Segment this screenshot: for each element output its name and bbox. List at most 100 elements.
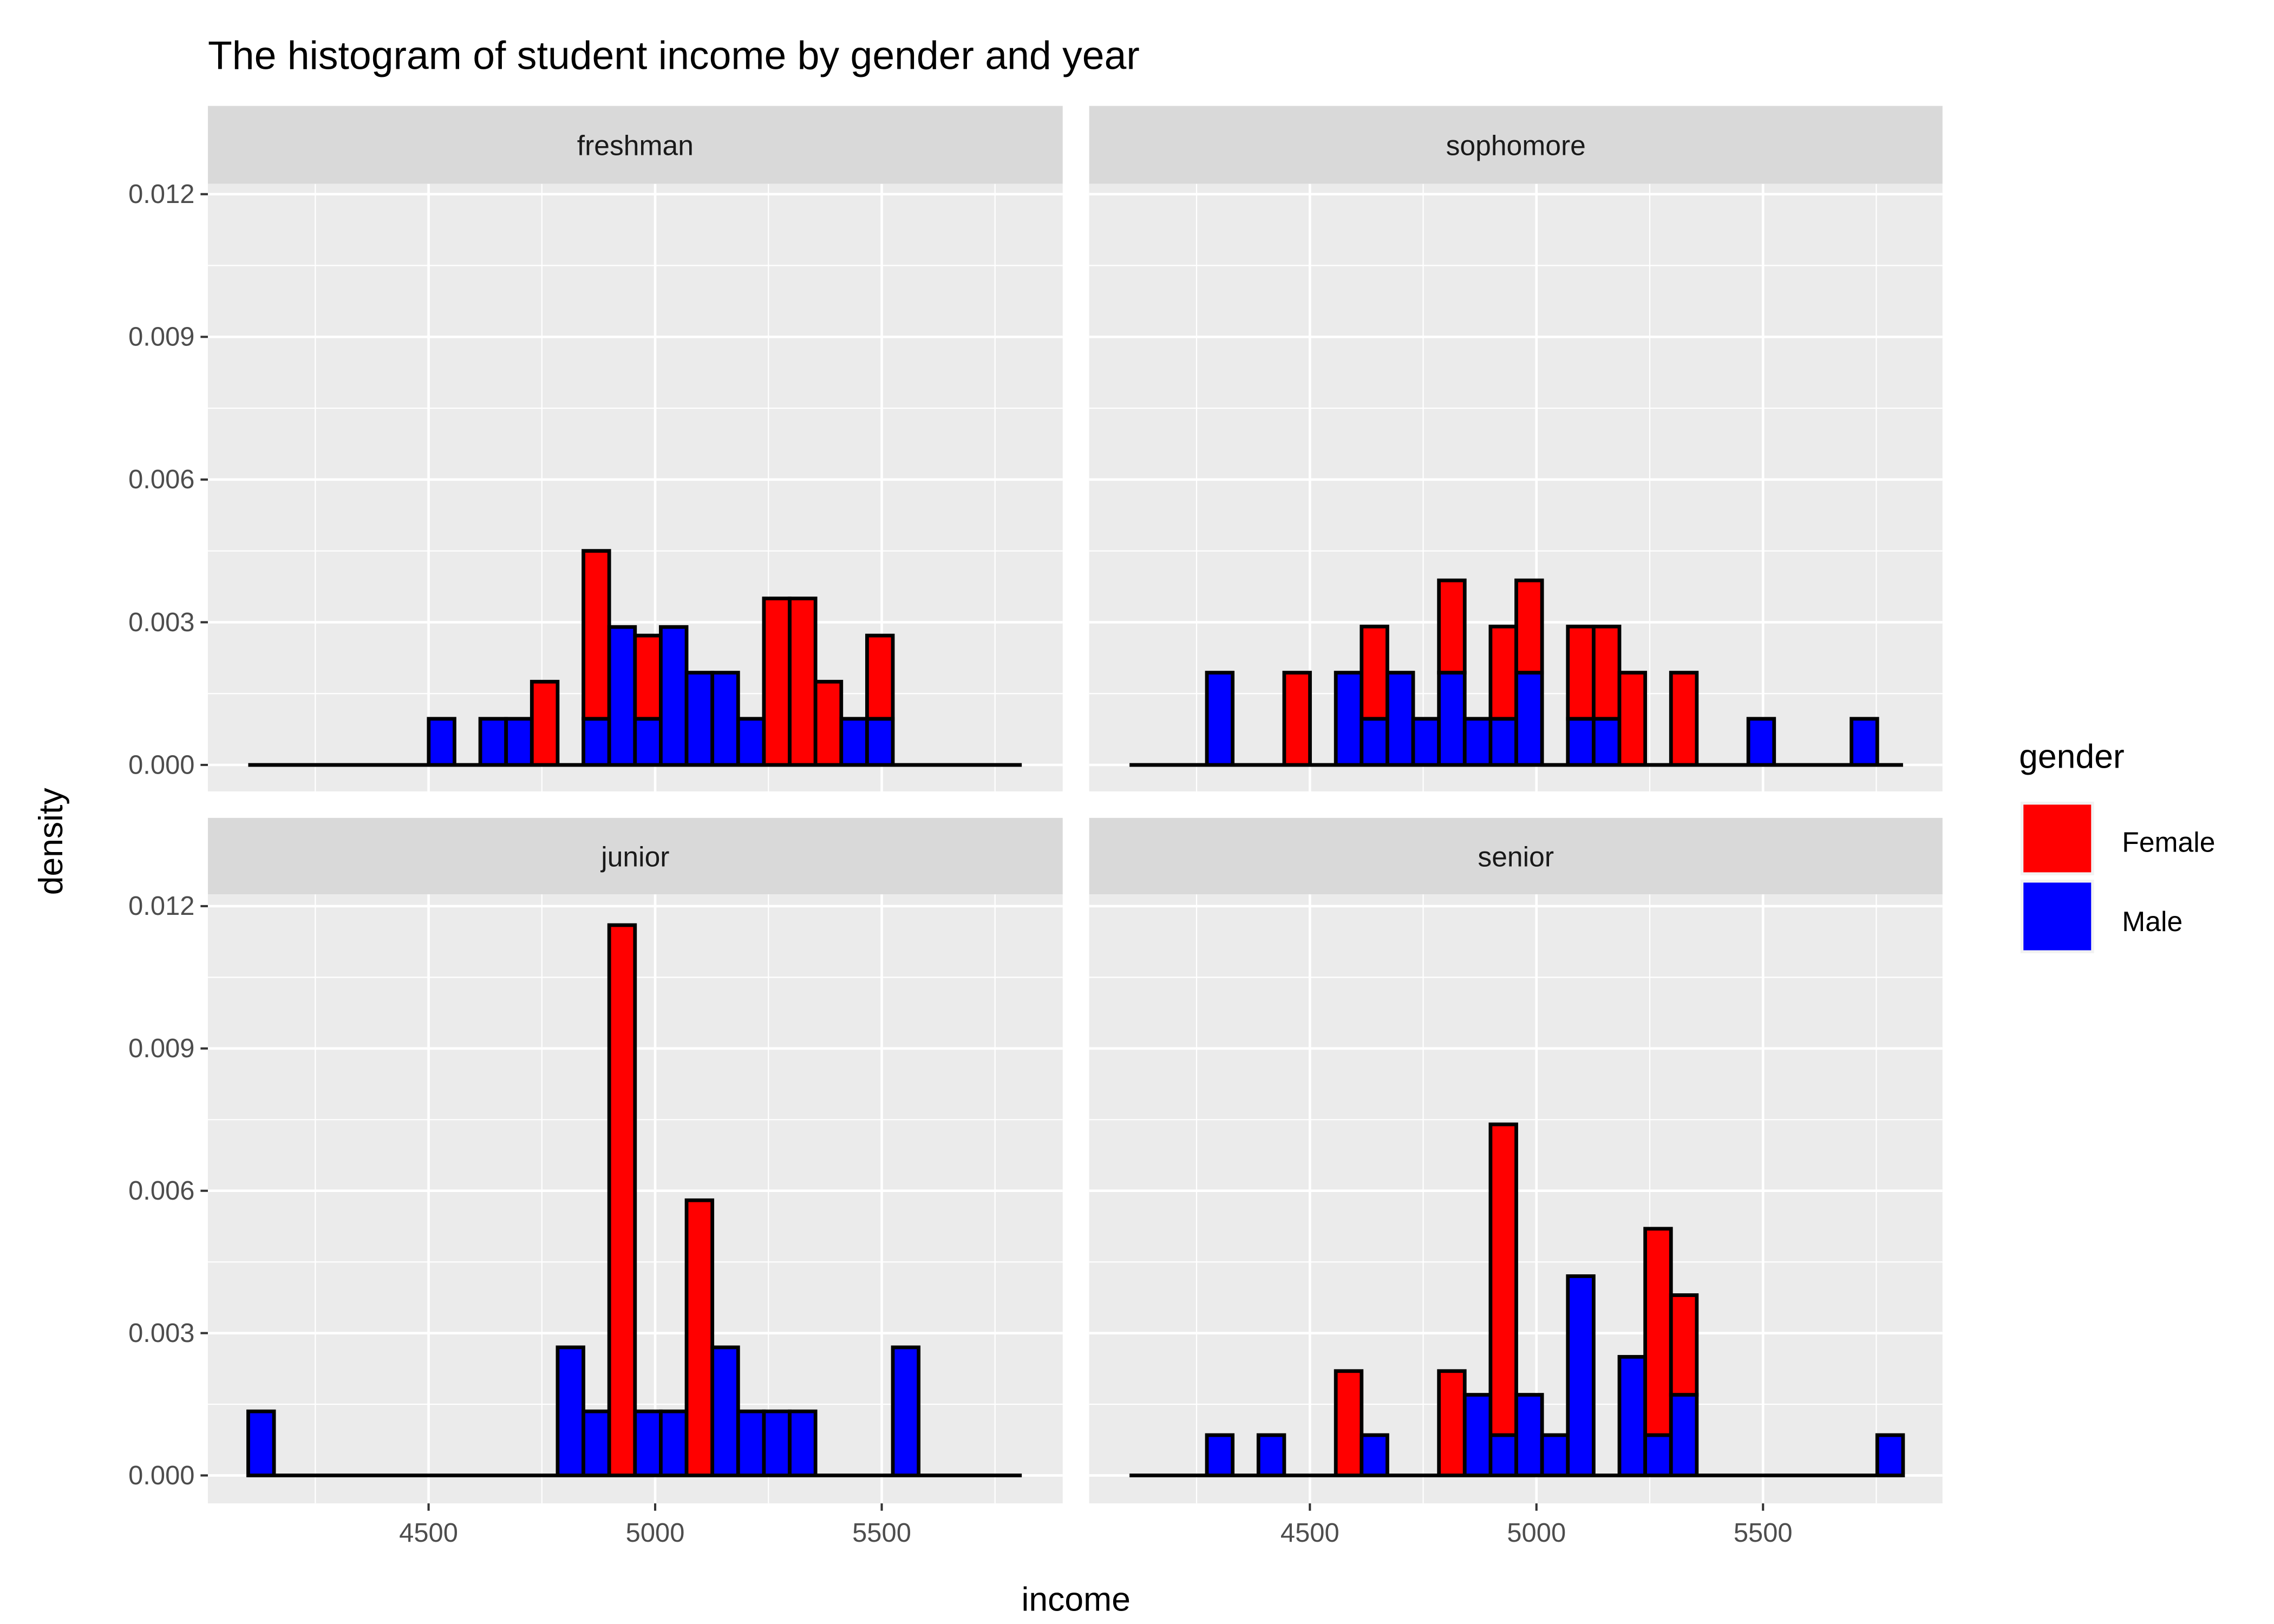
y-tick-label: 0.009	[128, 323, 194, 352]
y-tick-label: 0.000	[128, 1461, 194, 1490]
bar-female	[1643, 1227, 1673, 1437]
bar-female	[1437, 578, 1467, 675]
bar-female	[530, 679, 560, 767]
x-tick-label: 5000	[626, 1518, 685, 1548]
bar-male	[1591, 717, 1622, 767]
x-tick-label: 5500	[1734, 1518, 1793, 1548]
bar-male	[684, 671, 715, 767]
bar-female	[1669, 1293, 1699, 1397]
bar-male	[1488, 1433, 1518, 1477]
bar-female	[1334, 1369, 1364, 1477]
bar-male	[710, 671, 740, 767]
bar-male	[839, 717, 869, 767]
facet-panel-freshman: freshman 0.000 0.003 0.006 0.009 0.012	[128, 106, 1063, 791]
facet-panel-sophomore: sophomore	[1089, 106, 1943, 791]
bar-male	[427, 717, 456, 767]
bar-male	[1643, 1433, 1673, 1477]
bar-male	[1514, 1393, 1544, 1477]
legend-label-female: Female	[2122, 826, 2215, 857]
y-tick-label: 0.012	[128, 180, 194, 209]
bar-male	[504, 717, 534, 767]
legend: gender Female Male	[2019, 737, 2215, 953]
bar-male	[1334, 671, 1364, 767]
bar-female	[1488, 624, 1518, 721]
y-tick-label: 0.006	[128, 1176, 194, 1206]
x-tick-label: 5500	[852, 1518, 911, 1548]
y-axis-label: density	[32, 788, 70, 895]
facet-panel-senior: senior 4500 5000 5500	[1089, 817, 1943, 1548]
bar-male	[1566, 1274, 1596, 1477]
bar-female	[1488, 1122, 1518, 1437]
bar-male	[1360, 1433, 1389, 1477]
y-tick-label: 0.003	[128, 608, 194, 637]
bar-male	[788, 1409, 818, 1477]
bar-male	[1514, 671, 1544, 767]
x-tick-label: 4500	[1280, 1518, 1339, 1548]
facet-strip	[1089, 106, 1943, 184]
x-axis-label: income	[1021, 1581, 1130, 1619]
bar-male	[581, 1409, 611, 1477]
legend-title: gender	[2019, 737, 2125, 775]
bar-male	[1850, 717, 1879, 767]
bar-female	[813, 679, 844, 767]
bar-male	[659, 625, 689, 767]
legend-swatch-female	[2023, 804, 2092, 873]
bar-female	[581, 549, 611, 721]
facet-strip-label: senior	[1478, 841, 1554, 873]
bar-male	[1617, 1355, 1648, 1477]
facet-strip-label: junior	[600, 841, 669, 873]
bar-male	[1462, 1393, 1493, 1477]
x-tick-label: 5000	[1507, 1518, 1566, 1548]
bar-male	[1256, 1433, 1286, 1477]
facet-strip	[207, 817, 1063, 895]
bar-male	[1488, 717, 1518, 767]
bar-male	[633, 717, 663, 767]
x-tick-label: 4500	[399, 1518, 458, 1548]
bar-male	[1386, 671, 1415, 767]
bar-male	[246, 1409, 276, 1477]
bar-male	[478, 717, 508, 767]
bar-female	[1566, 624, 1596, 721]
y-tick-label: 0.003	[128, 1319, 194, 1348]
bar-male	[1875, 1433, 1905, 1477]
facet-strip-label: freshman	[577, 130, 694, 161]
bar-male	[1669, 1393, 1699, 1477]
bar-female	[607, 923, 637, 1477]
facet-panel-junior: junior 0.000 0.003 0.006 0.009 0.012 4500 5000 5…	[128, 817, 1063, 1548]
bar-male	[1566, 717, 1596, 767]
bar-female	[1669, 671, 1699, 767]
bar-male	[736, 1409, 766, 1477]
legend-swatch-male	[2023, 882, 2092, 951]
bar-male	[1411, 717, 1441, 767]
bar-female	[1617, 671, 1648, 767]
chart-title: The histogram of student income by gende…	[208, 34, 1140, 78]
bar-male	[659, 1409, 689, 1477]
bar-male	[1205, 671, 1235, 767]
bar-male	[1437, 671, 1467, 767]
bar-male	[633, 1409, 663, 1477]
bar-male	[607, 625, 637, 767]
facet-strip	[207, 106, 1063, 184]
facet-strip	[1089, 817, 1943, 895]
bar-male	[710, 1345, 740, 1477]
bar-male	[556, 1345, 585, 1477]
bar-male	[581, 717, 611, 767]
bar-female	[684, 1198, 715, 1477]
bar-male	[1746, 717, 1776, 767]
bar-female	[1360, 624, 1389, 721]
y-tick-label: 0.000	[128, 750, 194, 780]
y-tick-label: 0.006	[128, 465, 194, 494]
y-tick-label: 0.009	[128, 1034, 194, 1063]
y-tick-label: 0.012	[128, 892, 194, 921]
facet-strip-label: sophomore	[1446, 130, 1586, 161]
bar-male	[1360, 717, 1389, 767]
bar-female	[633, 633, 663, 721]
bar-male	[736, 717, 766, 767]
bar-female	[1591, 624, 1622, 721]
bar-female	[1282, 671, 1312, 767]
bar-male	[1540, 1433, 1570, 1477]
bar-female	[788, 597, 818, 767]
bar-male	[865, 717, 895, 767]
bar-female	[762, 597, 792, 767]
